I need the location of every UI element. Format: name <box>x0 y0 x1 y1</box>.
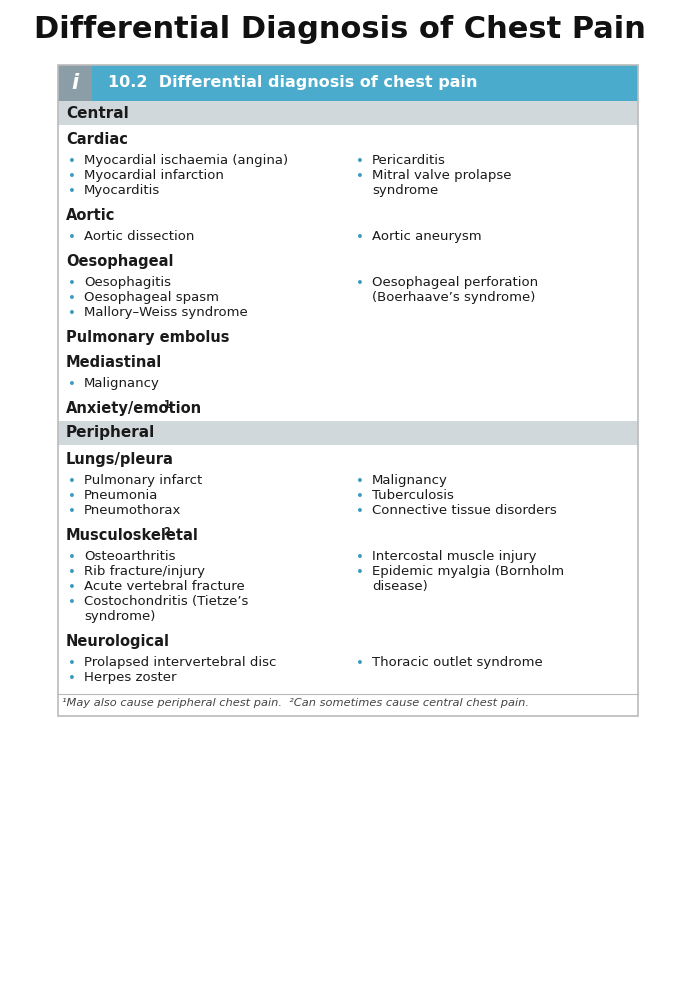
Text: Aortic: Aortic <box>66 208 116 223</box>
Text: •: • <box>356 551 364 564</box>
Text: disease): disease) <box>372 580 428 593</box>
Text: •: • <box>68 307 76 320</box>
Text: Epidemic myalgia (Bornholm: Epidemic myalgia (Bornholm <box>372 565 564 578</box>
Text: Oesophageal: Oesophageal <box>66 254 173 269</box>
Text: Lungs/pleura: Lungs/pleura <box>66 452 174 467</box>
Text: •: • <box>68 170 76 183</box>
Text: Thoracic outlet syndrome: Thoracic outlet syndrome <box>372 656 543 669</box>
Text: Costochondritis (Tietze’s: Costochondritis (Tietze’s <box>84 595 248 608</box>
Text: •: • <box>68 490 76 503</box>
Text: Myocardial ischaemia (angina): Myocardial ischaemia (angina) <box>84 154 288 167</box>
Text: Acute vertebral fracture: Acute vertebral fracture <box>84 580 245 593</box>
Text: •: • <box>68 185 76 198</box>
Text: ¹May also cause peripheral chest pain.  ²Can sometimes cause central chest pain.: ¹May also cause peripheral chest pain. ²… <box>62 698 529 708</box>
Text: Herpes zoster: Herpes zoster <box>84 671 177 684</box>
Text: 10.2  Differential diagnosis of chest pain: 10.2 Differential diagnosis of chest pai… <box>108 76 477 91</box>
Text: •: • <box>356 277 364 290</box>
Text: Pulmonary embolus: Pulmonary embolus <box>66 330 230 345</box>
Text: Oesophageal perforation: Oesophageal perforation <box>372 276 538 289</box>
Text: i: i <box>71 73 79 93</box>
Text: Musculoskeletal: Musculoskeletal <box>66 528 199 543</box>
Text: Mallory–Weiss syndrome: Mallory–Weiss syndrome <box>84 306 248 319</box>
Text: Neurological: Neurological <box>66 634 170 649</box>
Text: (Boerhaave’s syndrome): (Boerhaave’s syndrome) <box>372 291 535 304</box>
Text: Cardiac: Cardiac <box>66 132 128 147</box>
Text: 2: 2 <box>163 527 170 537</box>
Text: •: • <box>68 155 76 168</box>
Text: Osteoarthritis: Osteoarthritis <box>84 550 175 563</box>
Text: •: • <box>356 475 364 488</box>
Text: •: • <box>68 581 76 594</box>
Text: Mediastinal: Mediastinal <box>66 355 163 370</box>
Text: Rib fracture/injury: Rib fracture/injury <box>84 565 205 578</box>
Text: Aortic aneurysm: Aortic aneurysm <box>372 230 481 243</box>
Text: Pneumonia: Pneumonia <box>84 489 158 502</box>
Text: •: • <box>68 657 76 670</box>
Text: Malignancy: Malignancy <box>84 377 160 390</box>
Text: •: • <box>356 566 364 579</box>
Text: Intercostal muscle injury: Intercostal muscle injury <box>372 550 537 563</box>
Text: •: • <box>68 277 76 290</box>
Text: •: • <box>68 231 76 244</box>
Text: •: • <box>68 292 76 305</box>
Text: •: • <box>356 231 364 244</box>
Text: Oesophagitis: Oesophagitis <box>84 276 171 289</box>
Bar <box>92 65 638 101</box>
Text: syndrome): syndrome) <box>84 610 155 623</box>
Text: Peripheral: Peripheral <box>66 426 155 441</box>
Text: •: • <box>68 596 76 609</box>
Text: Connective tissue disorders: Connective tissue disorders <box>372 504 557 517</box>
Text: Central: Central <box>66 106 129 121</box>
Text: Prolapsed intervertebral disc: Prolapsed intervertebral disc <box>84 656 276 669</box>
Bar <box>58 421 638 445</box>
Bar <box>58 65 638 716</box>
Text: Mitral valve prolapse: Mitral valve prolapse <box>372 169 511 182</box>
Text: Aortic dissection: Aortic dissection <box>84 230 194 243</box>
Text: •: • <box>68 551 76 564</box>
Text: •: • <box>68 378 76 391</box>
Text: •: • <box>356 657 364 670</box>
Bar <box>58 65 92 101</box>
Text: •: • <box>356 170 364 183</box>
Text: Myocardial infarction: Myocardial infarction <box>84 169 224 182</box>
Bar <box>58 101 638 125</box>
Text: Pulmonary infarct: Pulmonary infarct <box>84 474 202 487</box>
Text: •: • <box>68 566 76 579</box>
Text: •: • <box>68 505 76 518</box>
Text: Oesophageal spasm: Oesophageal spasm <box>84 291 219 304</box>
Text: Myocarditis: Myocarditis <box>84 184 160 197</box>
Text: Anxiety/emotion: Anxiety/emotion <box>66 401 202 416</box>
Text: 1: 1 <box>163 400 170 410</box>
Text: •: • <box>68 672 76 685</box>
Text: •: • <box>356 155 364 168</box>
Text: Malignancy: Malignancy <box>372 474 448 487</box>
Text: Tuberculosis: Tuberculosis <box>372 489 454 502</box>
Text: Pericarditis: Pericarditis <box>372 154 446 167</box>
Text: •: • <box>356 505 364 518</box>
Text: •: • <box>356 490 364 503</box>
Text: Pneumothorax: Pneumothorax <box>84 504 182 517</box>
Text: syndrome: syndrome <box>372 184 438 197</box>
Text: Differential Diagnosis of Chest Pain: Differential Diagnosis of Chest Pain <box>34 15 646 44</box>
Text: •: • <box>68 475 76 488</box>
